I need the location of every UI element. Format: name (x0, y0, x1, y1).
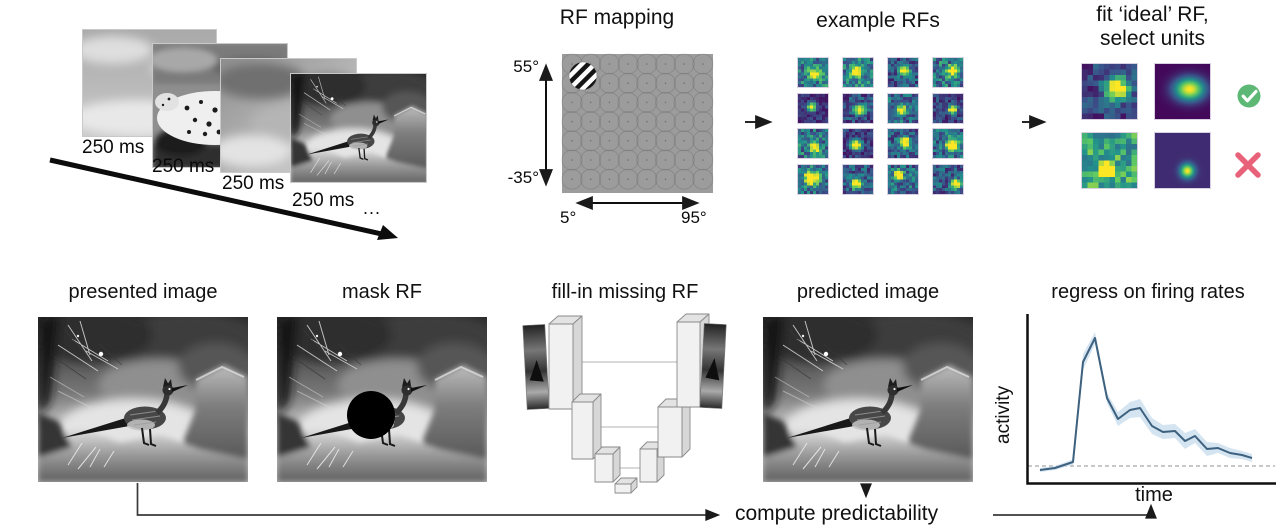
rf-heatmap (887, 92, 919, 124)
fit-panel-grid (1081, 63, 1211, 189)
compute-predictability-label: compute predictability (735, 502, 939, 525)
chart-error-band (1040, 332, 1252, 472)
rf-mapping-title: RF mapping (559, 6, 675, 29)
unet-input-image (522, 324, 550, 410)
rf-heatmap (887, 128, 919, 159)
rf-heatmap (932, 92, 964, 124)
fillin-title: fill-in missing RF (551, 281, 699, 303)
rf-gaussian-fit-good (1154, 63, 1211, 120)
rf-heatmap (887, 57, 919, 88)
rf-heatmap-measured-good (1081, 63, 1138, 120)
presented-image-title: presented image (68, 281, 218, 303)
rf-heatmap (887, 163, 919, 195)
x-axis-left-label: 5° (560, 208, 577, 227)
predicted-image-title: predicted image (796, 281, 940, 303)
fit-panel-title-line2: select units (1099, 27, 1206, 50)
y-axis-bottom-label: -35° (507, 168, 539, 187)
chart-ylabel: activity (993, 385, 1014, 444)
presented-image-photo (38, 317, 248, 482)
rf-heatmap (842, 128, 874, 159)
chart-activity-line (1039, 337, 1253, 471)
example-rfs-title: example RFs (816, 9, 940, 32)
mapping-probe-grid (561, 53, 714, 190)
rf-heatmap (842, 92, 874, 124)
rf-mapping-panel (539, 53, 714, 210)
rf-heatmap (797, 163, 829, 195)
unet-output-image (699, 323, 727, 409)
check-circle-icon (1237, 84, 1261, 108)
rf-heatmap (842, 163, 874, 195)
unit-selection-icons (1235, 84, 1261, 178)
rf-heatmap (932, 128, 964, 159)
chart-axes (1026, 314, 1276, 485)
example-rfs-grid (797, 57, 964, 195)
cross-icon (1235, 152, 1261, 178)
unet-encoder-decoder-boxes (548, 313, 710, 494)
fit-panel-title: fit ‘ideal’ RF, select units (1060, 3, 1245, 51)
rf-heatmap (932, 163, 964, 195)
mask-rf-title: mask RF (342, 281, 422, 303)
rf-heatmap-measured-bad (1081, 132, 1138, 189)
unet-diagram (522, 313, 727, 494)
frame-duration-label: 250 ms (82, 137, 145, 158)
fit-panel-title-line1: fit ‘ideal’ RF, (1096, 3, 1209, 26)
regress-title: regress on firing rates (1051, 281, 1245, 303)
masked-image-photo (277, 317, 487, 482)
compute-to-chart-connector (993, 503, 1157, 519)
x-axis-right-label: 95° (681, 208, 707, 227)
rf-heatmap (797, 128, 829, 159)
chart-xlabel: time (1135, 484, 1173, 506)
predicted-image-photo (763, 317, 973, 482)
rf-heatmap (797, 57, 829, 88)
rf-gaussian-fit-bad (1154, 132, 1211, 189)
rf-mask-circle (347, 391, 395, 439)
rf-heatmap (842, 57, 874, 88)
y-axis-top-label: 55° (513, 57, 539, 76)
rf-heatmap (932, 57, 964, 88)
grating-patch-icon (568, 61, 598, 91)
rf-heatmap (797, 92, 829, 124)
firing-rate-chart (1026, 314, 1276, 485)
